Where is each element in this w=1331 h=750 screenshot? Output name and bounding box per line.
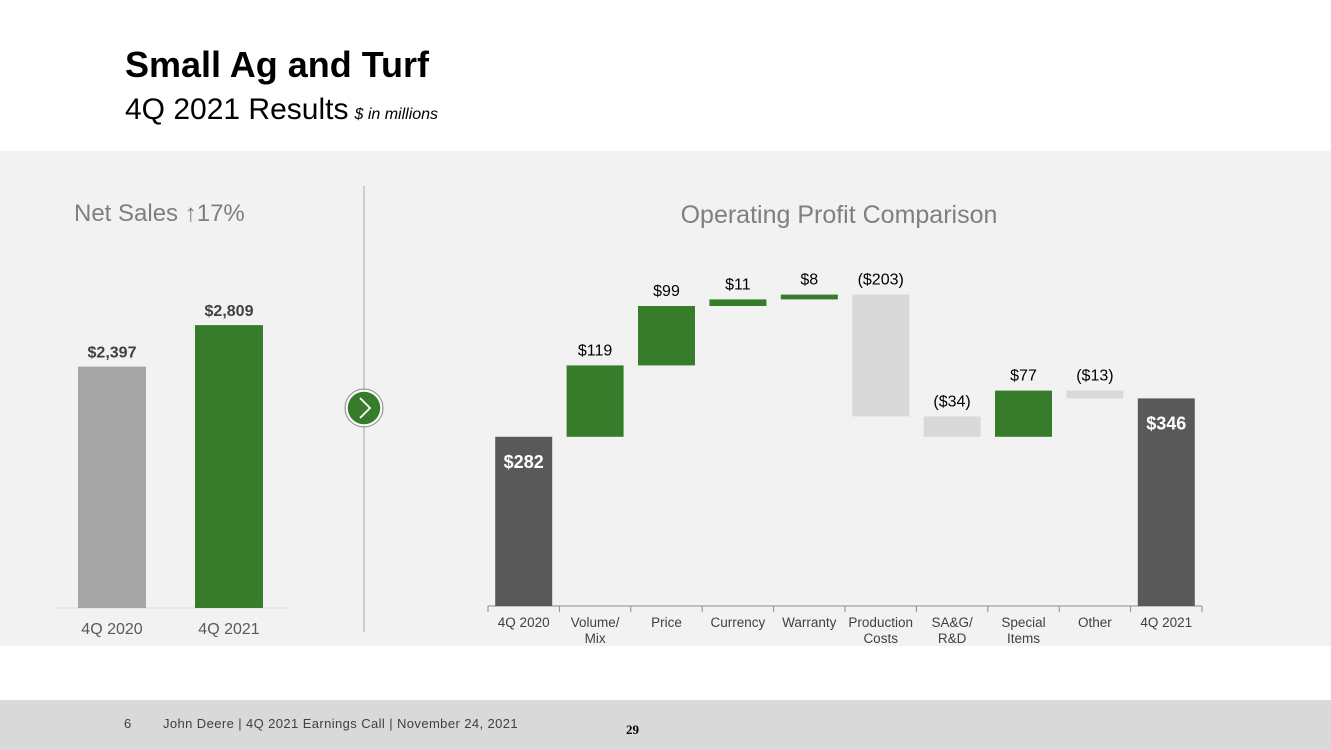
waterfall-bar <box>709 299 767 306</box>
waterfall-value-label: $8 <box>800 272 818 289</box>
waterfall-category-label: Currency <box>711 615 766 630</box>
net-sales-category-label: 4Q 2020 <box>81 621 142 638</box>
footer-slide-number: 29 <box>626 722 639 737</box>
waterfall-category-label: Warranty <box>782 615 837 630</box>
chevron-right-icon[interactable] <box>344 388 384 428</box>
waterfall-category-label: Volume/ <box>571 615 620 630</box>
waterfall-value-label: ($203) <box>858 272 904 289</box>
waterfall-category-label: 4Q 2021 <box>1140 615 1192 630</box>
waterfall-value-label: $99 <box>653 283 680 300</box>
net-sales-chart: $2,397 4Q 2020 $2,809 4Q 2021 <box>58 303 288 638</box>
waterfall-category-label: R&D <box>938 631 967 646</box>
waterfall-category-label: SA&G/ <box>931 615 973 630</box>
waterfall-value-label: $119 <box>578 342 613 359</box>
waterfall-value-label: ($13) <box>1076 368 1113 385</box>
waterfall-value-label: ($34) <box>933 393 970 410</box>
waterfall-value-label: $282 <box>504 452 544 472</box>
waterfall-bar <box>1066 390 1124 399</box>
op-profit-chart: $282 4Q 2020 $119 Volume/Mix $99 Price $11 Curr… <box>487 272 1203 646</box>
waterfall-bar <box>780 294 838 300</box>
op-profit-title: Operating Profit Comparison <box>681 201 998 229</box>
net-sales-value-label: $2,397 <box>88 345 137 362</box>
waterfall-bar <box>566 365 624 437</box>
unit-note: $ in millions <box>354 106 439 123</box>
net-sales-bar <box>195 325 263 608</box>
waterfall-category-label: Costs <box>863 631 898 646</box>
waterfall-value-label: $11 <box>725 276 751 293</box>
waterfall-bar <box>852 294 910 417</box>
waterfall-bar <box>995 390 1052 437</box>
net-sales-bar <box>78 366 146 608</box>
waterfall-category-label: Items <box>1007 631 1040 646</box>
page-subtitle: 4Q 2021 Results $ in millions <box>125 93 438 127</box>
waterfall-bar <box>1137 398 1195 606</box>
waterfall-value-label: $77 <box>1010 368 1037 385</box>
subtitle-text: 4Q 2021 Results <box>125 93 349 126</box>
footer-page-number: 6 <box>124 716 132 731</box>
net-sales-title: Net Sales ↑17% <box>74 200 245 227</box>
waterfall-category-label: Special <box>1001 615 1045 630</box>
waterfall-category-label: Other <box>1078 615 1112 630</box>
footer-bar: 6 John Deere | 4Q 2021 Earnings Call | N… <box>0 700 1331 750</box>
page-title: Small Ag and Turf <box>125 44 430 85</box>
waterfall-value-label: $346 <box>1146 413 1186 433</box>
waterfall-category-label: 4Q 2020 <box>498 615 550 630</box>
net-sales-value-label: $2,809 <box>205 303 254 320</box>
waterfall-bar <box>638 306 695 366</box>
waterfall-bar <box>495 436 553 606</box>
waterfall-category-label: Price <box>651 615 682 630</box>
waterfall-category-label: Production <box>848 615 913 630</box>
net-sales-category-label: 4Q 2021 <box>198 621 259 638</box>
footer-text: John Deere | 4Q 2021 Earnings Call | Nov… <box>163 716 518 731</box>
waterfall-category-label: Mix <box>585 631 606 646</box>
waterfall-bar <box>923 416 981 437</box>
